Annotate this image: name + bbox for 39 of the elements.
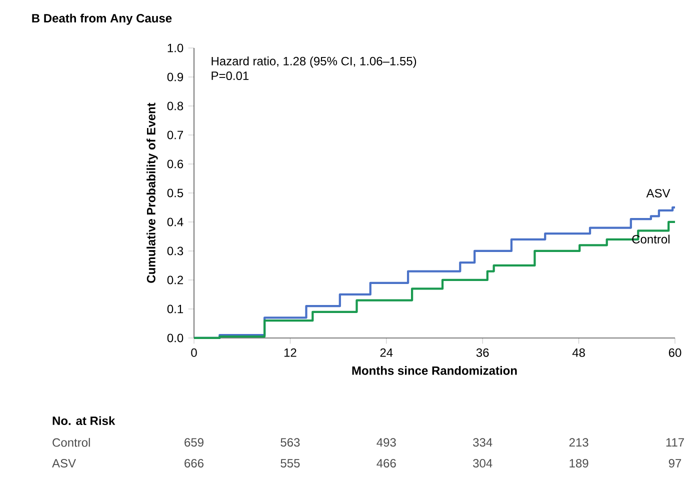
annotation: P=0.01: [212, 72, 249, 80]
series-label: Control: [632, 234, 670, 244]
text: ASV: [52, 459, 76, 468]
y-tick-label: 1.0: [168, 44, 184, 52]
y-tick-label: 0.1: [167, 304, 184, 314]
y-axis-title: Cumulative Probability of Event: [146, 102, 158, 283]
x-tick-label: 24: [380, 348, 393, 357]
text: Control: [52, 438, 90, 447]
text: 659: [184, 438, 204, 447]
text: 304: [473, 459, 492, 468]
y-tick-label: 0.2: [167, 276, 183, 284]
y-tick-label: 0.5: [167, 188, 184, 198]
x-tick-label: 60: [668, 348, 682, 357]
text: 666: [184, 459, 204, 468]
text: 334: [473, 438, 492, 447]
text: 466: [376, 459, 396, 468]
x-tick-label: 48: [572, 348, 585, 357]
text: 563: [280, 438, 300, 447]
text: 493: [376, 438, 396, 447]
y-tick-label: 0.6: [167, 160, 184, 168]
text: 117: [666, 438, 684, 447]
y-tick-label: 0.7: [167, 130, 183, 140]
y-tick-label: 0.8: [167, 102, 184, 110]
chart-title: B Death from Any Cause: [32, 14, 172, 25]
text: 97: [668, 459, 682, 468]
x-tick-label: 0: [191, 348, 197, 357]
annotation: Hazard ratio, 1.28 (95% CI, 1.06–1.55): [212, 56, 416, 68]
text: 213: [569, 438, 588, 447]
y-tick-label: 0.9: [167, 72, 184, 82]
text: No. at Risk: [52, 416, 116, 426]
y-tick-label: 0.0: [167, 334, 184, 342]
x-tick-label: 36: [476, 348, 489, 357]
y-tick-label: 0.3: [167, 246, 184, 256]
y-tick-label: 0.4: [167, 218, 184, 226]
text: 189: [570, 459, 588, 468]
series-label: ASV: [646, 188, 670, 198]
text: 555: [280, 459, 300, 468]
x-tick-label: 12: [284, 348, 296, 357]
x-axis-title: Months since Randomization: [352, 366, 517, 375]
